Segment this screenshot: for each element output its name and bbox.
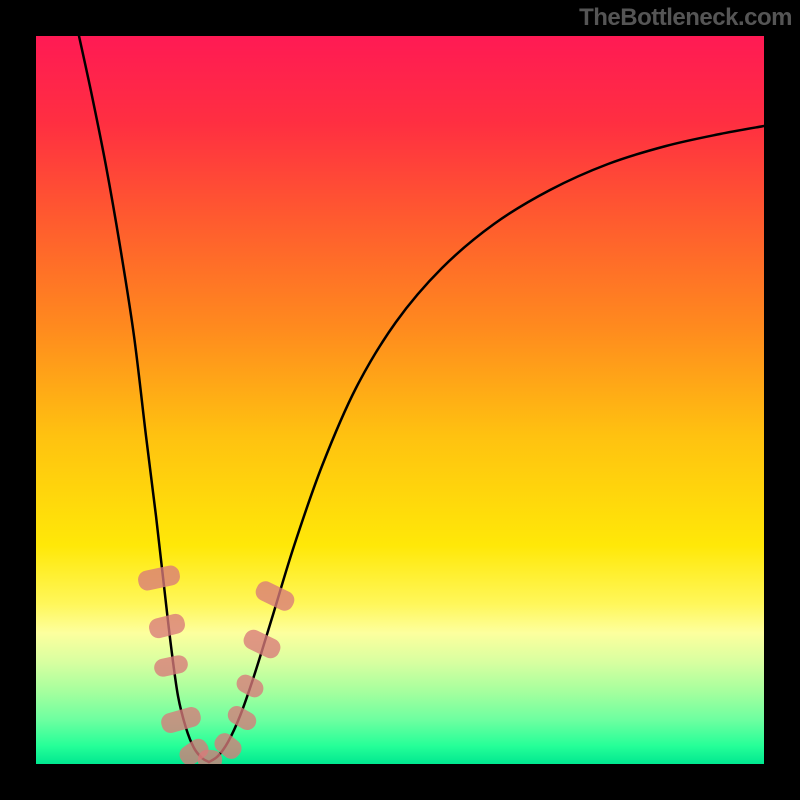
plot-area: [36, 36, 764, 764]
v-curve-right: [209, 126, 764, 762]
curve-marker: [153, 654, 190, 679]
v-curve-left: [79, 36, 209, 762]
curve-marker: [233, 671, 266, 700]
curve-marker: [136, 564, 181, 592]
curve-overlay: [36, 36, 764, 764]
curve-marker: [147, 612, 187, 640]
curve-marker: [241, 627, 284, 662]
watermark-text: TheBottleneck.com: [579, 4, 792, 32]
bottleneck-chart: TheBottleneck.com: [0, 0, 800, 800]
curve-markers: [136, 564, 297, 764]
